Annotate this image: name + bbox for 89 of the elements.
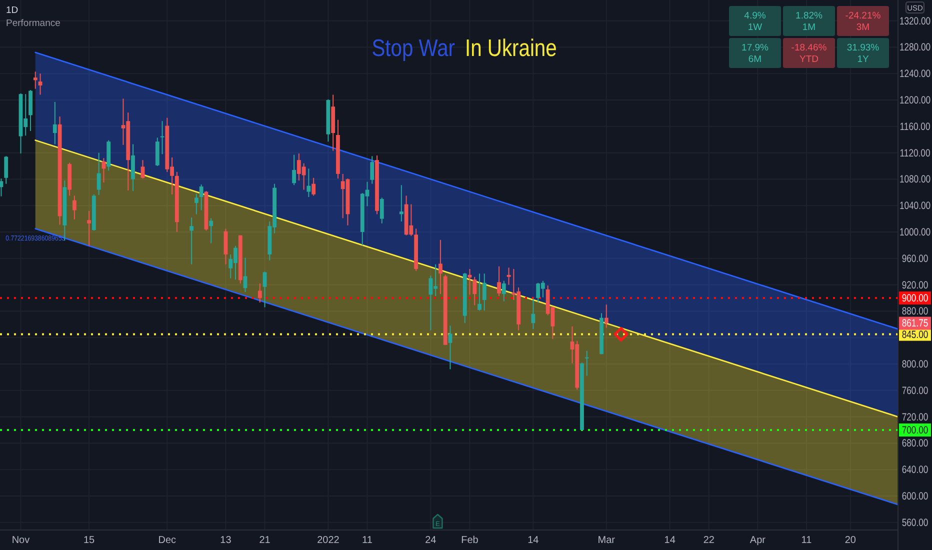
data-label: 31.93% — [846, 42, 880, 54]
y-tick-label: 1160.00 — [900, 121, 930, 134]
candlestick — [243, 257, 248, 293]
y-tick-label: 600.00 — [902, 490, 928, 503]
y-tick-label: 1120.00 — [900, 148, 930, 160]
y-tick-label: 1080.00 — [899, 174, 931, 186]
x-tick-label: 22 — [703, 535, 715, 546]
x-tick-label: 13 — [220, 535, 232, 546]
data-label: 1.82% — [796, 10, 824, 22]
candlestick — [199, 184, 204, 211]
y-tick-label: 1000.00 — [899, 226, 931, 239]
y-tick-label: 640.00 — [902, 464, 928, 476]
candlestick — [482, 273, 486, 312]
x-tick-label: 14 — [664, 535, 676, 546]
candlestick — [190, 216, 194, 265]
x-tick-label: Mar — [598, 535, 616, 546]
candlestick — [306, 168, 311, 198]
ref-line-label: 845.00 — [902, 329, 928, 342]
x-tick-label: Nov — [12, 535, 30, 546]
y-tick-label: 800.00 — [902, 358, 928, 371]
category-label: YTD — [800, 54, 819, 65]
category-label: 1Y — [857, 54, 870, 65]
candlestick — [472, 276, 477, 306]
candlestick — [497, 266, 501, 297]
annotation: Stop War — [372, 34, 456, 62]
ref-line-label: 700.00 — [902, 424, 928, 437]
candlestick — [502, 280, 506, 302]
candlestick — [448, 325, 452, 370]
y-tick-label: 1200.00 — [899, 94, 931, 107]
text: Performance — [6, 18, 60, 29]
y-tick-label: 880.00 — [902, 306, 928, 318]
x-tick-label: 14 — [528, 535, 540, 546]
candlestick — [604, 304, 608, 328]
data-label: 17.9% — [742, 42, 770, 54]
category-label: 6M — [748, 54, 762, 65]
candlestick — [209, 218, 214, 244]
x-tick-label: 21 — [259, 535, 271, 546]
candlestick — [584, 350, 589, 376]
candlestick — [33, 71, 38, 90]
candlestick — [258, 282, 262, 304]
y-tick-label: 1280.00 — [899, 42, 931, 54]
y-tick-label: 920.00 — [902, 280, 928, 292]
data-label: 4.9% — [744, 10, 766, 22]
y-tick-label: 720.00 — [902, 412, 928, 424]
y-tick-label: 960.00 — [902, 253, 928, 266]
candlestick — [0, 178, 4, 197]
x-tick-label: 2022 — [317, 535, 340, 546]
y-tick-label: 760.00 — [902, 385, 928, 398]
x-tick-label: Feb — [461, 535, 479, 546]
candlestick — [131, 144, 135, 192]
candlestick — [96, 152, 101, 196]
candlestick — [506, 267, 511, 286]
candlestick — [72, 195, 76, 220]
candlestick — [194, 193, 198, 215]
candlestick — [438, 239, 442, 295]
candlestick — [312, 177, 316, 196]
x-tick-label: 11 — [362, 535, 373, 546]
y-tick-label: 1240.00 — [899, 68, 931, 80]
candlestick — [155, 137, 160, 166]
ref-line-label: 900.00 — [902, 292, 928, 305]
candlestick — [531, 298, 536, 330]
annotation: 861.75 — [902, 318, 928, 330]
candlestick — [38, 73, 42, 96]
y-tick-label: 1040.00 — [899, 200, 931, 212]
data-label: -18.46% — [791, 42, 828, 54]
candlestick — [87, 210, 92, 246]
candlestick — [292, 154, 296, 186]
x-tick-label: 11 — [801, 535, 812, 546]
candlestick — [380, 197, 384, 224]
x-tick-label: Dec — [158, 535, 176, 546]
x-tick-label: 20 — [844, 535, 856, 546]
candlestick — [140, 160, 145, 180]
category-label: 1W — [748, 22, 762, 33]
category-label: 3M — [856, 22, 870, 33]
x-tick-label: 15 — [84, 535, 96, 546]
text: 1D — [6, 5, 18, 16]
candlestick — [399, 184, 404, 222]
candlestick — [478, 273, 482, 312]
annotation: In Ukraine — [465, 34, 557, 62]
category-label: 1M — [802, 22, 816, 33]
y-tick-label: 1320.00 — [899, 16, 931, 28]
y-tick-label: 680.00 — [902, 438, 928, 450]
candlestick — [370, 156, 374, 184]
data-label: -24.21% — [845, 10, 882, 22]
x-tick-label: Apr — [750, 535, 766, 546]
y-tick-label: 560.00 — [902, 517, 928, 530]
candlestick — [4, 156, 8, 184]
x-tick-label: 24 — [425, 535, 437, 546]
candlestick — [52, 101, 57, 145]
